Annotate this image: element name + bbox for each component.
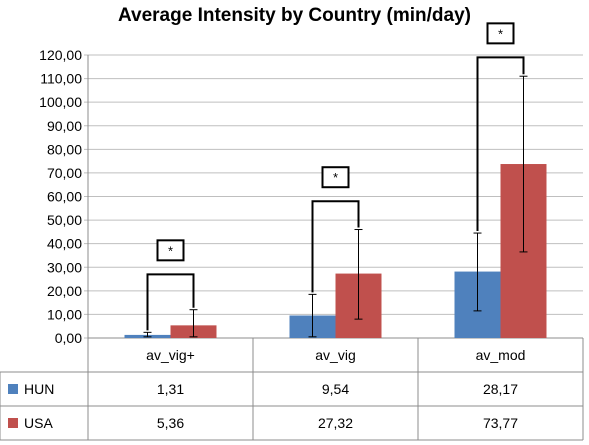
significance-bracket — [146, 273, 195, 331]
significance-box — [321, 166, 350, 189]
y-tick-label: 110,00 — [40, 71, 82, 87]
significance-bracket — [311, 200, 360, 293]
table-cell-value: 5,36 — [157, 415, 184, 431]
legend-label-usa: USA — [24, 415, 53, 431]
y-tick-label: 30,00 — [47, 259, 82, 275]
bar-layer — [124, 164, 547, 338]
category-label: av_mod — [476, 347, 526, 363]
legend-label-hun: HUN — [24, 381, 54, 397]
significance-layer: * * * — [146, 22, 525, 331]
significance-label: * — [168, 243, 173, 258]
y-tick-label: 90,00 — [47, 118, 82, 134]
y-tick-label: 0,00 — [55, 330, 82, 346]
significance-label: * — [498, 26, 503, 41]
category-label: av_vig — [315, 347, 355, 363]
chart-title: Average Intensity by Country (min/day) — [118, 5, 471, 26]
y-tick-label: 20,00 — [47, 283, 82, 299]
error-layer — [143, 75, 528, 338]
table-cell-value: 73,77 — [483, 415, 518, 431]
y-tick-label: 70,00 — [47, 165, 82, 181]
table-cell-value: 9,54 — [322, 381, 349, 397]
y-tick-label: 80,00 — [47, 141, 82, 157]
significance-bracket — [476, 56, 525, 232]
data-table: av_vig+ av_vig av_mod HUN 1,31 9,54 28,17 USA 5,… — [0, 338, 584, 441]
significance-label: * — [333, 170, 338, 185]
significance-box — [486, 22, 515, 45]
table-cell-value: 28,17 — [483, 381, 518, 397]
table-cell-value: 1,31 — [157, 381, 184, 397]
y-tick-label: 10,00 — [47, 306, 82, 322]
category-label: av_vig+ — [146, 347, 195, 363]
y-tick-label: 120,00 — [39, 47, 82, 63]
legend-swatch-usa — [8, 418, 18, 428]
y-tick-label: 100,00 — [39, 94, 82, 110]
legend-swatch-hun — [8, 384, 18, 394]
y-tick-label: 50,00 — [47, 212, 82, 228]
significance-box — [156, 239, 185, 262]
y-tick-label: 60,00 — [47, 189, 82, 205]
y-tick-label: 40,00 — [47, 236, 82, 252]
table-cell-value: 27,32 — [318, 415, 353, 431]
